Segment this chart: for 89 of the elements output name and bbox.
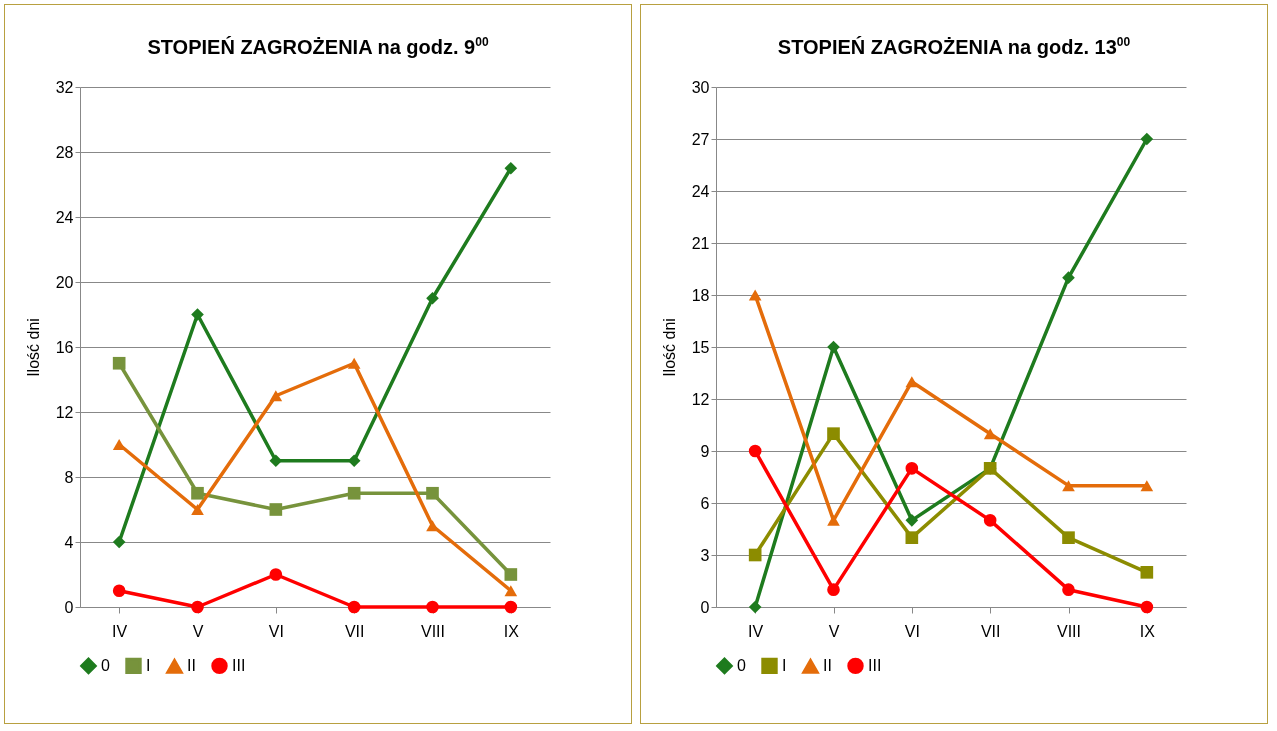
point — [1062, 271, 1075, 284]
point — [1140, 132, 1154, 146]
point — [112, 356, 126, 370]
point — [748, 600, 762, 614]
point — [827, 340, 840, 354]
y-tick-label: 21 — [691, 234, 710, 252]
point — [983, 514, 997, 527]
chart-title: STOPIEŃ ZAGROŻENIA na godz. 9$^{00}$ — [146, 35, 490, 60]
y-tick-label: 30 — [691, 78, 710, 96]
point — [112, 584, 126, 598]
legend-label: II — [187, 657, 196, 675]
y-tick-label: 24 — [691, 182, 710, 200]
y-tick-label: 24 — [55, 208, 74, 226]
y-tick-label: 12 — [691, 390, 710, 408]
point — [269, 454, 283, 468]
point — [426, 486, 439, 500]
x-tick-label: VII — [344, 622, 365, 640]
point — [347, 454, 361, 468]
y-tick-label: 0 — [64, 598, 74, 616]
y-tick-label: 28 — [55, 143, 74, 161]
chart-title: STOPIEŃ ZAGROŻENIA na godz. 13$^{00}$ — [776, 35, 1132, 60]
point — [347, 357, 361, 369]
x-tick-label: IV — [748, 622, 764, 640]
legend-label: III — [232, 656, 246, 674]
point — [748, 289, 762, 301]
y-tick-label: 15 — [691, 338, 710, 356]
y-tick-label: 0 — [700, 598, 710, 616]
point — [748, 548, 762, 562]
point — [112, 535, 126, 549]
point — [504, 161, 518, 175]
point — [827, 583, 840, 596]
point — [1140, 566, 1154, 579]
legend-label: 0 — [101, 656, 110, 674]
y-tick-label: 16 — [55, 338, 74, 356]
point — [504, 568, 518, 581]
point — [905, 531, 919, 544]
point — [1062, 480, 1075, 492]
legend-label: III — [868, 656, 882, 674]
y-tick-label: 12 — [55, 403, 74, 421]
y-axis-title: Ilość dni — [660, 318, 678, 377]
point — [905, 376, 919, 388]
x-tick-label: V — [192, 622, 204, 640]
y-tick-label: 27 — [691, 130, 710, 148]
legend-label: 0 — [737, 656, 746, 674]
x-tick-label: VI — [904, 622, 920, 640]
x-tick-label: VII — [980, 622, 1001, 640]
y-tick-label: 32 — [55, 78, 74, 96]
y-tick-label: 3 — [700, 546, 710, 564]
x-tick-label: IX — [503, 622, 520, 640]
x-tick-label: V — [828, 622, 840, 640]
point — [347, 600, 361, 614]
y-tick-label: 4 — [64, 533, 74, 551]
point — [269, 503, 283, 516]
point — [504, 600, 518, 614]
legend-label: I — [782, 656, 787, 674]
x-tick-label: IV — [112, 622, 128, 640]
point — [1062, 583, 1075, 596]
y-tick-label: 9 — [700, 442, 710, 460]
point — [1140, 480, 1154, 492]
point — [905, 462, 919, 475]
y-tick-label: 18 — [691, 286, 710, 304]
point — [191, 600, 204, 614]
y-axis-title: Ilość dni — [24, 318, 42, 377]
point — [347, 486, 361, 500]
y-tick-label: 8 — [64, 468, 74, 486]
x-tick-label: VI — [268, 622, 284, 640]
point — [191, 504, 204, 515]
x-tick-label: VIII — [1056, 622, 1082, 640]
point — [504, 585, 518, 597]
point — [269, 568, 283, 581]
point — [905, 514, 919, 527]
point — [1062, 531, 1075, 544]
point — [191, 486, 204, 500]
point — [112, 439, 126, 450]
x-tick-label: IX — [1139, 622, 1156, 640]
legend-label: I — [146, 656, 151, 674]
x-tick-label: VIII — [420, 622, 446, 640]
point — [426, 600, 439, 614]
point — [983, 428, 997, 440]
point — [827, 427, 840, 440]
legend-label: II — [823, 657, 832, 675]
point — [748, 444, 762, 458]
point — [827, 514, 840, 526]
point — [1140, 600, 1154, 614]
y-tick-label: 20 — [55, 273, 74, 291]
point — [191, 308, 204, 321]
point — [269, 390, 283, 402]
point — [426, 291, 439, 305]
y-tick-label: 6 — [700, 494, 710, 512]
